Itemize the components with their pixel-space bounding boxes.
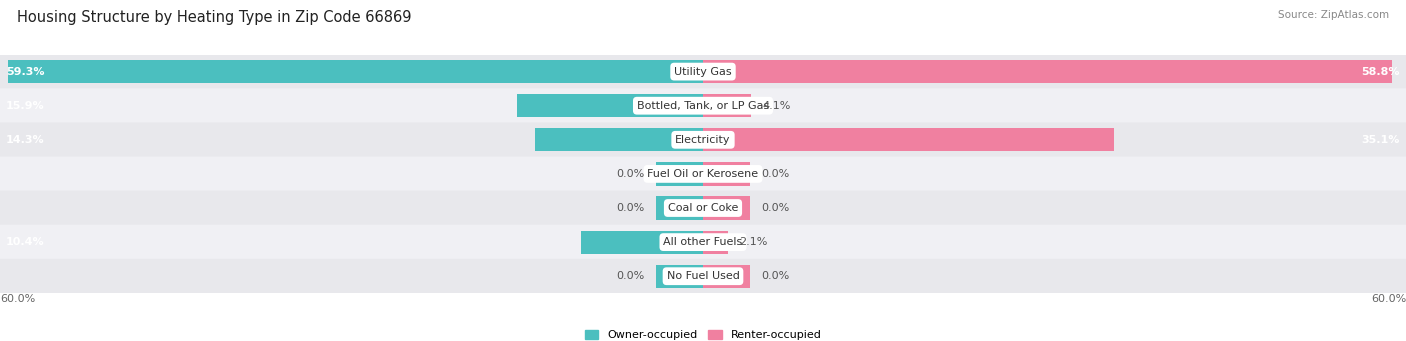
Text: Bottled, Tank, or LP Gas: Bottled, Tank, or LP Gas	[637, 101, 769, 111]
Text: 0.0%: 0.0%	[616, 169, 644, 179]
Text: 2.1%: 2.1%	[740, 237, 768, 247]
Text: 0.0%: 0.0%	[762, 271, 790, 281]
Text: 0.0%: 0.0%	[616, 271, 644, 281]
FancyBboxPatch shape	[0, 225, 1406, 260]
Bar	[517, 94, 703, 117]
Text: 58.8%: 58.8%	[1361, 66, 1400, 77]
Bar	[703, 128, 1115, 151]
Text: Fuel Oil or Kerosene: Fuel Oil or Kerosene	[647, 169, 759, 179]
Bar	[657, 265, 703, 288]
Text: All other Fuels: All other Fuels	[664, 237, 742, 247]
Text: 59.3%: 59.3%	[6, 66, 45, 77]
Bar	[703, 94, 751, 117]
Text: 4.1%: 4.1%	[762, 101, 792, 111]
Text: 0.0%: 0.0%	[762, 203, 790, 213]
FancyBboxPatch shape	[0, 191, 1406, 225]
Text: No Fuel Used: No Fuel Used	[666, 271, 740, 281]
Text: Electricity: Electricity	[675, 135, 731, 145]
FancyBboxPatch shape	[0, 88, 1406, 123]
Text: 0.0%: 0.0%	[616, 203, 644, 213]
Text: Source: ZipAtlas.com: Source: ZipAtlas.com	[1278, 10, 1389, 20]
Bar	[536, 128, 703, 151]
Bar	[703, 196, 749, 220]
Bar	[703, 162, 749, 186]
FancyBboxPatch shape	[0, 54, 1406, 89]
Text: 10.4%: 10.4%	[6, 237, 45, 247]
Text: 15.9%: 15.9%	[6, 101, 45, 111]
FancyBboxPatch shape	[0, 157, 1406, 191]
Text: 60.0%: 60.0%	[0, 294, 35, 304]
FancyBboxPatch shape	[0, 122, 1406, 157]
Bar	[703, 231, 728, 254]
FancyBboxPatch shape	[0, 259, 1406, 294]
Bar	[581, 231, 703, 254]
Bar	[8, 60, 703, 83]
Text: 35.1%: 35.1%	[1362, 135, 1400, 145]
Text: Utility Gas: Utility Gas	[675, 66, 731, 77]
Bar	[703, 265, 749, 288]
Legend: Owner-occupied, Renter-occupied: Owner-occupied, Renter-occupied	[585, 330, 821, 340]
Text: 0.0%: 0.0%	[762, 169, 790, 179]
Text: 60.0%: 60.0%	[1371, 294, 1406, 304]
Text: Housing Structure by Heating Type in Zip Code 66869: Housing Structure by Heating Type in Zip…	[17, 10, 412, 25]
Bar	[703, 60, 1392, 83]
Text: Coal or Coke: Coal or Coke	[668, 203, 738, 213]
Text: 14.3%: 14.3%	[6, 135, 45, 145]
Bar	[657, 196, 703, 220]
Bar	[657, 162, 703, 186]
